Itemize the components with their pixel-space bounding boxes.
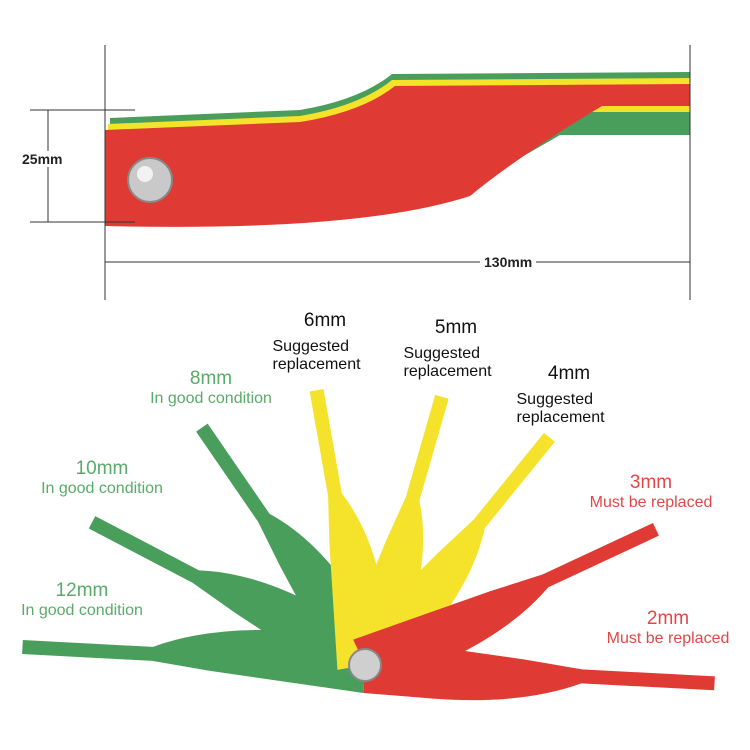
gauge-label-3mm: 3mm Must be replaced — [590, 472, 713, 512]
gauge-label-5mm: 5mm Suggested replacement — [404, 317, 509, 382]
gauge-status: In good condition — [21, 601, 143, 619]
gauge-status: In good condition — [150, 389, 272, 407]
height-dimension-label: 25mm — [18, 151, 67, 167]
gauge-label-8mm: 8mm In good condition — [150, 368, 272, 408]
gauge-label-2mm: 2mm Must be replaced — [607, 608, 730, 648]
gauge-size: 12mm — [55, 580, 109, 601]
gauge-fan — [22, 389, 715, 701]
gauge-status: Suggested replacement — [516, 390, 605, 427]
gauge-size: 10mm — [75, 458, 129, 479]
gauge-status: Suggested replacement — [272, 337, 361, 374]
gauge-size: 3mm — [629, 472, 673, 493]
gauge-size: 4mm — [547, 363, 591, 384]
gauge-size: 5mm — [434, 317, 478, 338]
gauge-label-4mm: 4mm Suggested replacement — [517, 363, 622, 428]
gauge-blade-2mm — [363, 637, 715, 701]
gauge-status: Suggested replacement — [403, 344, 492, 381]
gauge-status: Must be replaced — [606, 629, 730, 647]
gauge-blade-12mm — [22, 629, 367, 693]
dimension-lines — [30, 45, 691, 300]
gauge-status: Must be replaced — [589, 493, 713, 511]
gauge-blade-10mm — [88, 516, 378, 690]
gauge-size: 8mm — [189, 368, 233, 389]
gauge-side-view — [105, 72, 690, 227]
gauge-size: 2mm — [646, 608, 690, 629]
gauge-label-12mm: 12mm In good condition — [21, 580, 143, 620]
width-dimension-label: 130mm — [480, 254, 537, 270]
gauge-status: In good condition — [41, 479, 163, 497]
gauge-blade-4mm — [343, 432, 555, 683]
gauge-size: 6mm — [303, 310, 347, 331]
gauge-blade-5mm — [338, 394, 449, 673]
gauge-label-6mm: 6mm Suggested replacement — [273, 310, 378, 375]
gauge-label-10mm: 10mm In good condition — [41, 458, 163, 498]
bolt-icon — [348, 648, 382, 682]
